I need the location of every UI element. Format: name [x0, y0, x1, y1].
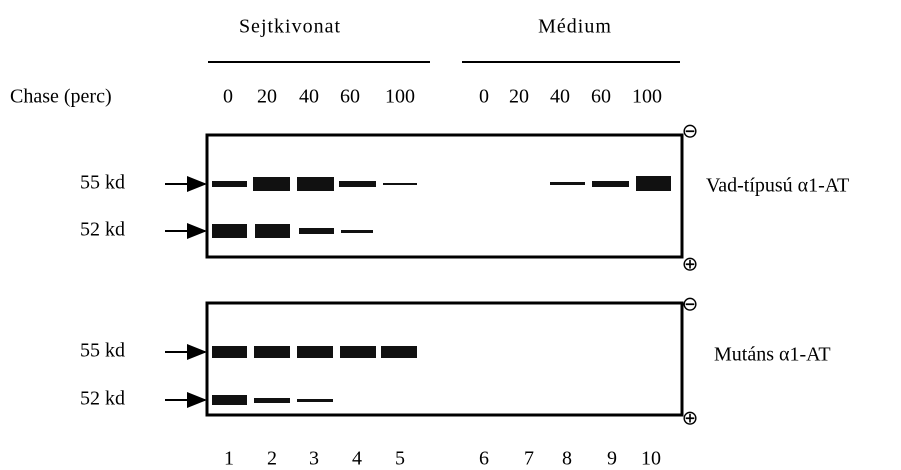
cathode: ⊖: [682, 121, 699, 143]
bands: [212, 176, 671, 238]
lane-number: 5: [395, 448, 405, 470]
anode: ⊕: [682, 254, 699, 276]
chase-time: 100: [632, 86, 662, 108]
lane-number: 9: [607, 448, 617, 470]
chase-time: 0: [479, 86, 489, 108]
lane-number: 1: [224, 448, 234, 470]
arrows: [165, 184, 205, 400]
anode: ⊕: [682, 408, 699, 430]
chase-time: 40: [299, 86, 319, 108]
chase-time: 0: [223, 86, 233, 108]
chase-time: 20: [257, 86, 277, 108]
gel-label: Vad-típusú α1-AT: [706, 175, 849, 197]
cathode: ⊖: [682, 294, 699, 316]
lane-number: 3: [309, 448, 319, 470]
marker-label: 55 kd: [80, 172, 125, 194]
lane-number: 7: [524, 448, 534, 470]
chase-time: 100: [385, 86, 415, 108]
marker-label: 52 kd: [80, 219, 125, 241]
gel-frame: [207, 135, 682, 257]
chase-time: 60: [591, 86, 611, 108]
lane-number: 10: [641, 448, 661, 470]
chase-time: 20: [509, 86, 529, 108]
lane-number: 2: [267, 448, 277, 470]
chase-time: 60: [340, 86, 360, 108]
chase-time: 40: [550, 86, 570, 108]
group-label: Sejtkivonat: [239, 16, 341, 38]
marker-label: 52 kd: [80, 388, 125, 410]
marker-label: 55 kd: [80, 340, 125, 362]
chase-label: Chase (perc): [10, 86, 112, 108]
lane-number: 6: [479, 448, 489, 470]
bands: [212, 346, 417, 405]
group-label: Médium: [538, 16, 612, 38]
lane-number: 4: [352, 448, 362, 470]
gel-diagram: Sejtkivonat Médium Chase (perc) 0 20 40 60 100 0…: [0, 0, 901, 470]
page: {"header": {"groups": ["Sejtkivonat", "M…: [0, 0, 901, 470]
gel-label: Mutáns α1-AT: [714, 344, 831, 366]
lane-number: 8: [562, 448, 572, 470]
